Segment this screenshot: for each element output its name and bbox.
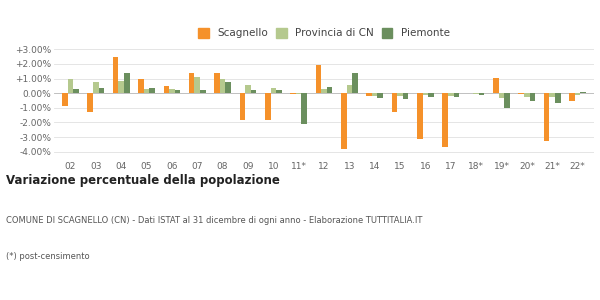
Bar (144, 89, 149, 93)
Bar (428, 93, 434, 97)
Bar (113, 57, 118, 93)
Bar (417, 93, 422, 139)
Text: COMUNE DI SCAGNELLO (CN) - Dati ISTAT al 31 dicembre di ogni anno - Elaborazione: COMUNE DI SCAGNELLO (CN) - Dati ISTAT al… (6, 216, 422, 225)
Bar (575, 93, 580, 95)
Bar (448, 93, 454, 96)
Bar (169, 89, 175, 93)
Bar (124, 74, 130, 93)
Bar (544, 93, 550, 141)
Bar (239, 93, 245, 120)
Bar (226, 82, 231, 93)
Bar (403, 93, 409, 99)
Bar (422, 93, 428, 95)
Bar (93, 82, 98, 93)
Bar (200, 89, 206, 93)
Bar (220, 79, 226, 93)
Bar (518, 93, 524, 94)
Bar (479, 93, 484, 95)
Bar (499, 93, 504, 98)
Bar (347, 85, 352, 93)
Bar (265, 93, 271, 120)
Bar (524, 93, 530, 97)
Bar (372, 93, 377, 96)
Bar (569, 93, 575, 101)
Bar (367, 93, 372, 96)
Bar (327, 87, 332, 93)
Bar (276, 90, 281, 93)
Bar (118, 81, 124, 93)
Bar (352, 73, 358, 93)
Text: Variazione percentuale della popolazione: Variazione percentuale della popolazione (6, 174, 280, 187)
Bar (68, 79, 73, 93)
Bar (377, 93, 383, 98)
Bar (290, 93, 296, 94)
Bar (442, 93, 448, 147)
Bar (164, 86, 169, 93)
Bar (138, 79, 144, 93)
Bar (550, 93, 555, 97)
Bar (392, 93, 397, 112)
Bar (493, 78, 499, 93)
Bar (271, 88, 276, 93)
Bar (580, 92, 586, 93)
Bar (321, 89, 327, 93)
Bar (73, 89, 79, 93)
Bar (504, 93, 510, 108)
Bar (175, 89, 180, 93)
Bar (454, 93, 459, 97)
Bar (98, 88, 104, 93)
Bar (530, 93, 535, 100)
Bar (194, 77, 200, 93)
Bar (473, 93, 479, 94)
Legend: Scagnello, Provincia di CN, Piemonte: Scagnello, Provincia di CN, Piemonte (196, 26, 452, 40)
Bar (251, 89, 256, 93)
Bar (397, 93, 403, 96)
Bar (296, 93, 301, 94)
Bar (62, 93, 68, 106)
Bar (149, 88, 155, 93)
Bar (245, 85, 251, 93)
Bar (555, 93, 560, 103)
Bar (214, 74, 220, 93)
Bar (301, 93, 307, 124)
Bar (189, 73, 194, 93)
Bar (88, 93, 93, 112)
Text: (*) post-censimento: (*) post-censimento (6, 252, 89, 261)
Bar (341, 93, 347, 149)
Bar (316, 65, 321, 93)
